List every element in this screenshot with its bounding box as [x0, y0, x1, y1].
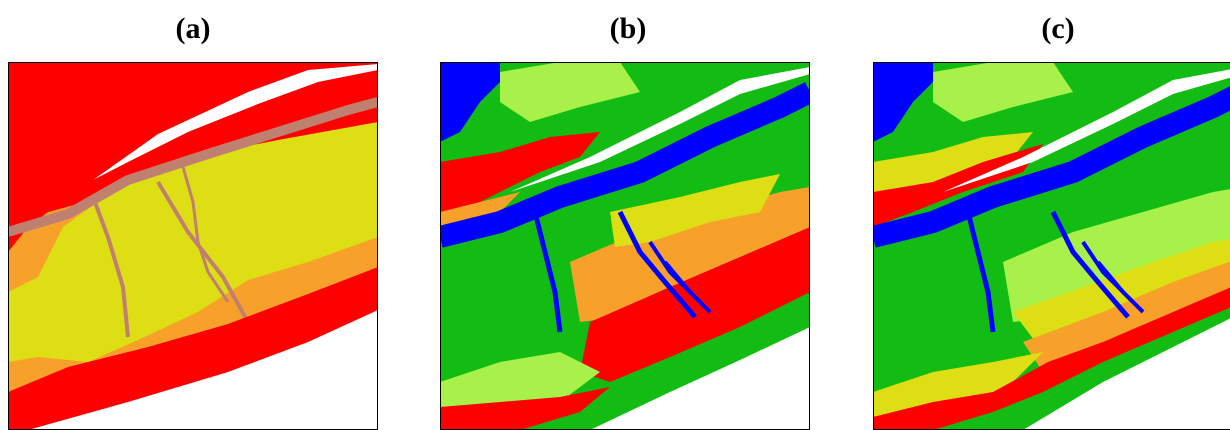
panel-c-map	[873, 62, 1230, 430]
panel-b-map	[440, 62, 810, 430]
panel-a-label: (a)	[133, 12, 253, 46]
panel-c-label: (c)	[998, 12, 1118, 46]
panel-b-label: (b)	[568, 12, 688, 46]
panel-a-map	[8, 62, 378, 430]
